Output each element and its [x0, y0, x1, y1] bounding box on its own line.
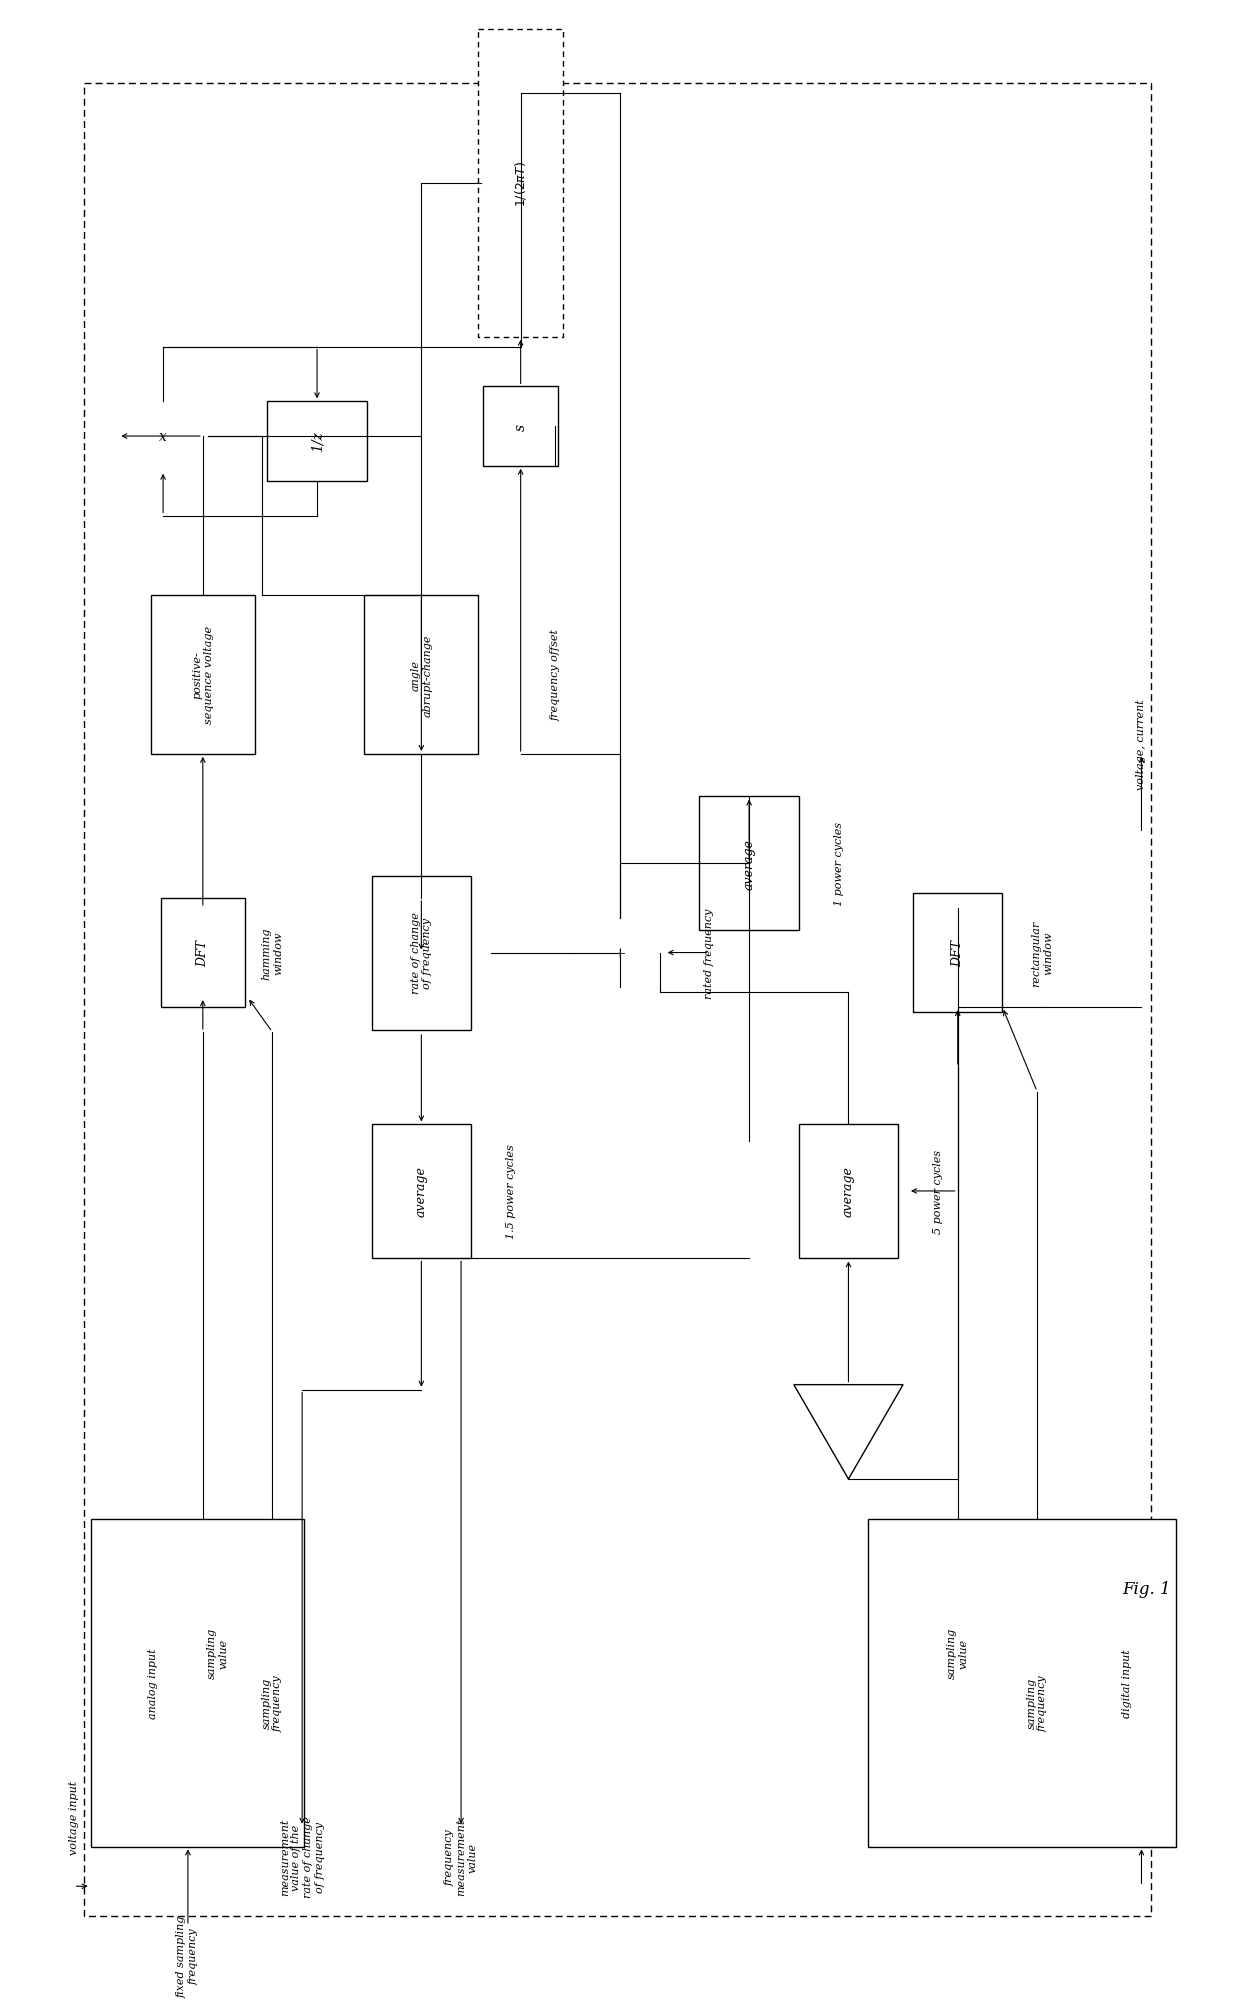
- Text: voltage input: voltage input: [68, 1780, 78, 1855]
- Text: s: s: [513, 423, 528, 431]
- Ellipse shape: [575, 918, 665, 988]
- Bar: [868, 1520, 1177, 1847]
- Text: average: average: [743, 838, 755, 888]
- Text: fixed sampling
frequency: fixed sampling frequency: [177, 1915, 198, 1997]
- Bar: [161, 898, 246, 1009]
- Text: x: x: [159, 429, 167, 443]
- Text: 1/z: 1/z: [310, 431, 324, 453]
- Bar: [151, 595, 255, 754]
- Text: DFT: DFT: [951, 940, 965, 966]
- Text: average: average: [415, 1167, 428, 1217]
- Text: 1.5 power cycles: 1.5 power cycles: [506, 1145, 516, 1239]
- Bar: [913, 894, 1002, 1013]
- Text: analog input: analog input: [148, 1648, 159, 1718]
- Text: frequency
measurement
value: frequency measurement value: [444, 1819, 477, 1895]
- Bar: [268, 403, 367, 481]
- Bar: [372, 1125, 471, 1259]
- Text: rectangular
window: rectangular window: [1032, 920, 1053, 986]
- Bar: [799, 1125, 898, 1259]
- Text: positive-
sequence voltage: positive- sequence voltage: [192, 626, 213, 724]
- Text: +: +: [614, 946, 626, 960]
- Text: rate of change
of frequency: rate of change of frequency: [410, 912, 433, 994]
- Bar: [91, 1520, 304, 1847]
- Text: measurement
value of the
rate of change
of frequency: measurement value of the rate of change …: [280, 1817, 325, 1897]
- Text: average: average: [842, 1167, 854, 1217]
- Text: sampling
value: sampling value: [947, 1628, 968, 1678]
- Bar: [372, 876, 471, 1031]
- Text: voltage, current: voltage, current: [1137, 700, 1147, 790]
- Text: Fig. 1: Fig. 1: [1122, 1580, 1171, 1596]
- Bar: [479, 30, 563, 337]
- Text: digital input: digital input: [1121, 1648, 1132, 1716]
- Bar: [365, 595, 479, 754]
- Text: 5 power cycles: 5 power cycles: [932, 1149, 942, 1233]
- Text: $1/(2\pi T)$: $1/(2\pi T)$: [513, 160, 528, 207]
- Text: 1 power cycles: 1 power cycles: [833, 822, 843, 906]
- Bar: [699, 796, 799, 930]
- Text: frequency offset: frequency offset: [551, 630, 560, 722]
- Text: sampling
frequency: sampling frequency: [262, 1674, 283, 1730]
- Polygon shape: [794, 1385, 903, 1480]
- Text: angle
abrupt-change: angle abrupt-change: [410, 634, 433, 716]
- Text: sampling
value: sampling value: [207, 1628, 228, 1678]
- Bar: [484, 387, 558, 467]
- Ellipse shape: [118, 403, 208, 471]
- Text: rated frequency: rated frequency: [704, 908, 714, 998]
- Text: DFT: DFT: [196, 940, 210, 966]
- Text: sampling
frequency: sampling frequency: [1027, 1674, 1048, 1730]
- Bar: [83, 84, 1152, 1917]
- Text: hamming
window: hamming window: [262, 926, 283, 978]
